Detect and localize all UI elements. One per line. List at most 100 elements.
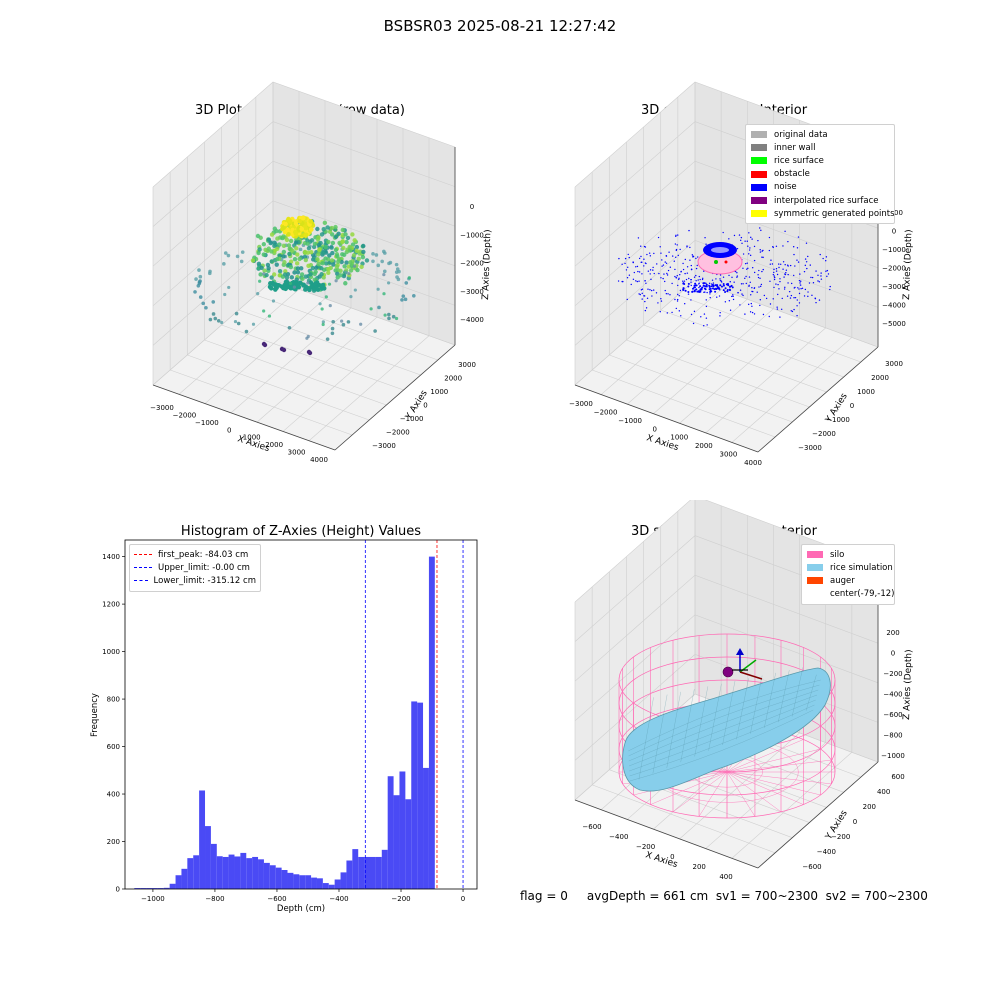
silo-floor-spoke [726,771,821,796]
raw-point [344,260,349,265]
rice-mesh-line [652,694,668,774]
noise-point [662,277,664,280]
raw-point [266,237,272,242]
cls-grid-line [574,279,879,386]
raw-point [300,215,306,221]
rice-mesh-line [750,675,763,734]
noise-point [709,296,711,299]
noise-point [679,289,682,292]
noise-point [739,304,741,306]
noise-point [675,256,677,259]
noise-point [676,293,679,296]
raw-point [344,270,348,274]
raw-point [320,261,325,266]
raw-x-tick-label: 2000 [265,441,283,449]
histogram-bar [193,855,200,889]
noise-point [645,282,647,284]
noise-point [698,286,700,289]
raw-point [299,272,305,277]
noise-point [759,251,762,253]
noise-point [758,269,760,272]
noise-point [704,285,707,288]
legend-swatch [751,157,767,165]
histogram-bar [428,556,435,889]
noise-point [660,252,662,254]
noise-point [790,282,793,285]
raw-point [394,316,399,321]
noise-point [703,287,706,290]
noise-point [660,298,662,300]
rice-mesh-line [694,686,709,757]
noise-point [820,278,823,280]
legend-line [134,567,152,569]
raw-point [266,246,271,251]
legend-item: Upper_limit: -0.00 cm [134,561,256,574]
noise-point [753,245,756,248]
legend-item: center(-79,-12) [807,588,894,601]
noise-point [713,288,716,291]
noise-point [759,227,761,229]
raw-point [380,259,384,264]
noise-point [807,291,809,293]
legend-swatch [751,183,767,191]
raw-point [288,264,294,270]
noise-point [740,236,743,239]
noise-cluster-highlight [711,247,729,253]
noise-point [643,258,645,260]
histogram-bar [340,872,347,889]
noise-point [740,283,743,285]
raw-grid-line [238,309,421,376]
noise-point [817,274,819,277]
raw-grid-line [256,316,378,423]
legend-item: original data [751,128,889,141]
noise-point [786,264,789,266]
noise-point [748,232,750,234]
noise-point [742,253,745,255]
raw-point [269,275,274,280]
histogram-bar [358,856,365,889]
raw-z-tick-label: 0 [470,203,474,211]
legend-item: symmetric generated points [751,207,895,220]
sim-y-axis-line [757,761,879,869]
raw-point [259,265,264,271]
legend-swatch [807,577,823,585]
noise-point [679,248,681,251]
raw-point [235,254,240,259]
raw-point [316,242,322,248]
raw-point [292,270,297,275]
noise-point [630,283,632,286]
raw-point [350,232,355,237]
noise-point [637,270,639,273]
raw-point [382,272,386,277]
noise-point [729,289,732,292]
legend-label: silo [830,549,845,560]
raw-point [325,225,330,230]
raw-point [333,234,339,240]
noise-point [759,304,761,307]
noise-point [680,271,682,273]
noise-point [779,316,781,318]
silo-floor-spoke [650,771,728,805]
noise-point [697,290,700,293]
noise-point [621,280,623,283]
noise-point [684,303,686,305]
raw-point [292,257,298,262]
noise-point [664,261,666,263]
legend-item: interpolated rice surface [751,194,889,207]
legend-swatch [751,210,767,218]
noise-point [702,284,705,287]
histogram-bar [352,849,359,889]
histogram-reference-lines [364,540,464,889]
noise-point [712,284,715,287]
noise-point [805,242,808,244]
noise-point [682,287,685,290]
raw-z-axis-label: Z Axies (Depth) [481,229,493,300]
noise-point [746,240,748,242]
noise-point [746,268,748,270]
noise-point [621,263,623,266]
legend-label: Upper_limit: -0.00 cm [158,562,250,573]
y-tick-label: 600 [107,743,120,751]
raw-point [330,331,335,336]
noise-point [715,278,717,280]
raw-point [277,242,282,247]
